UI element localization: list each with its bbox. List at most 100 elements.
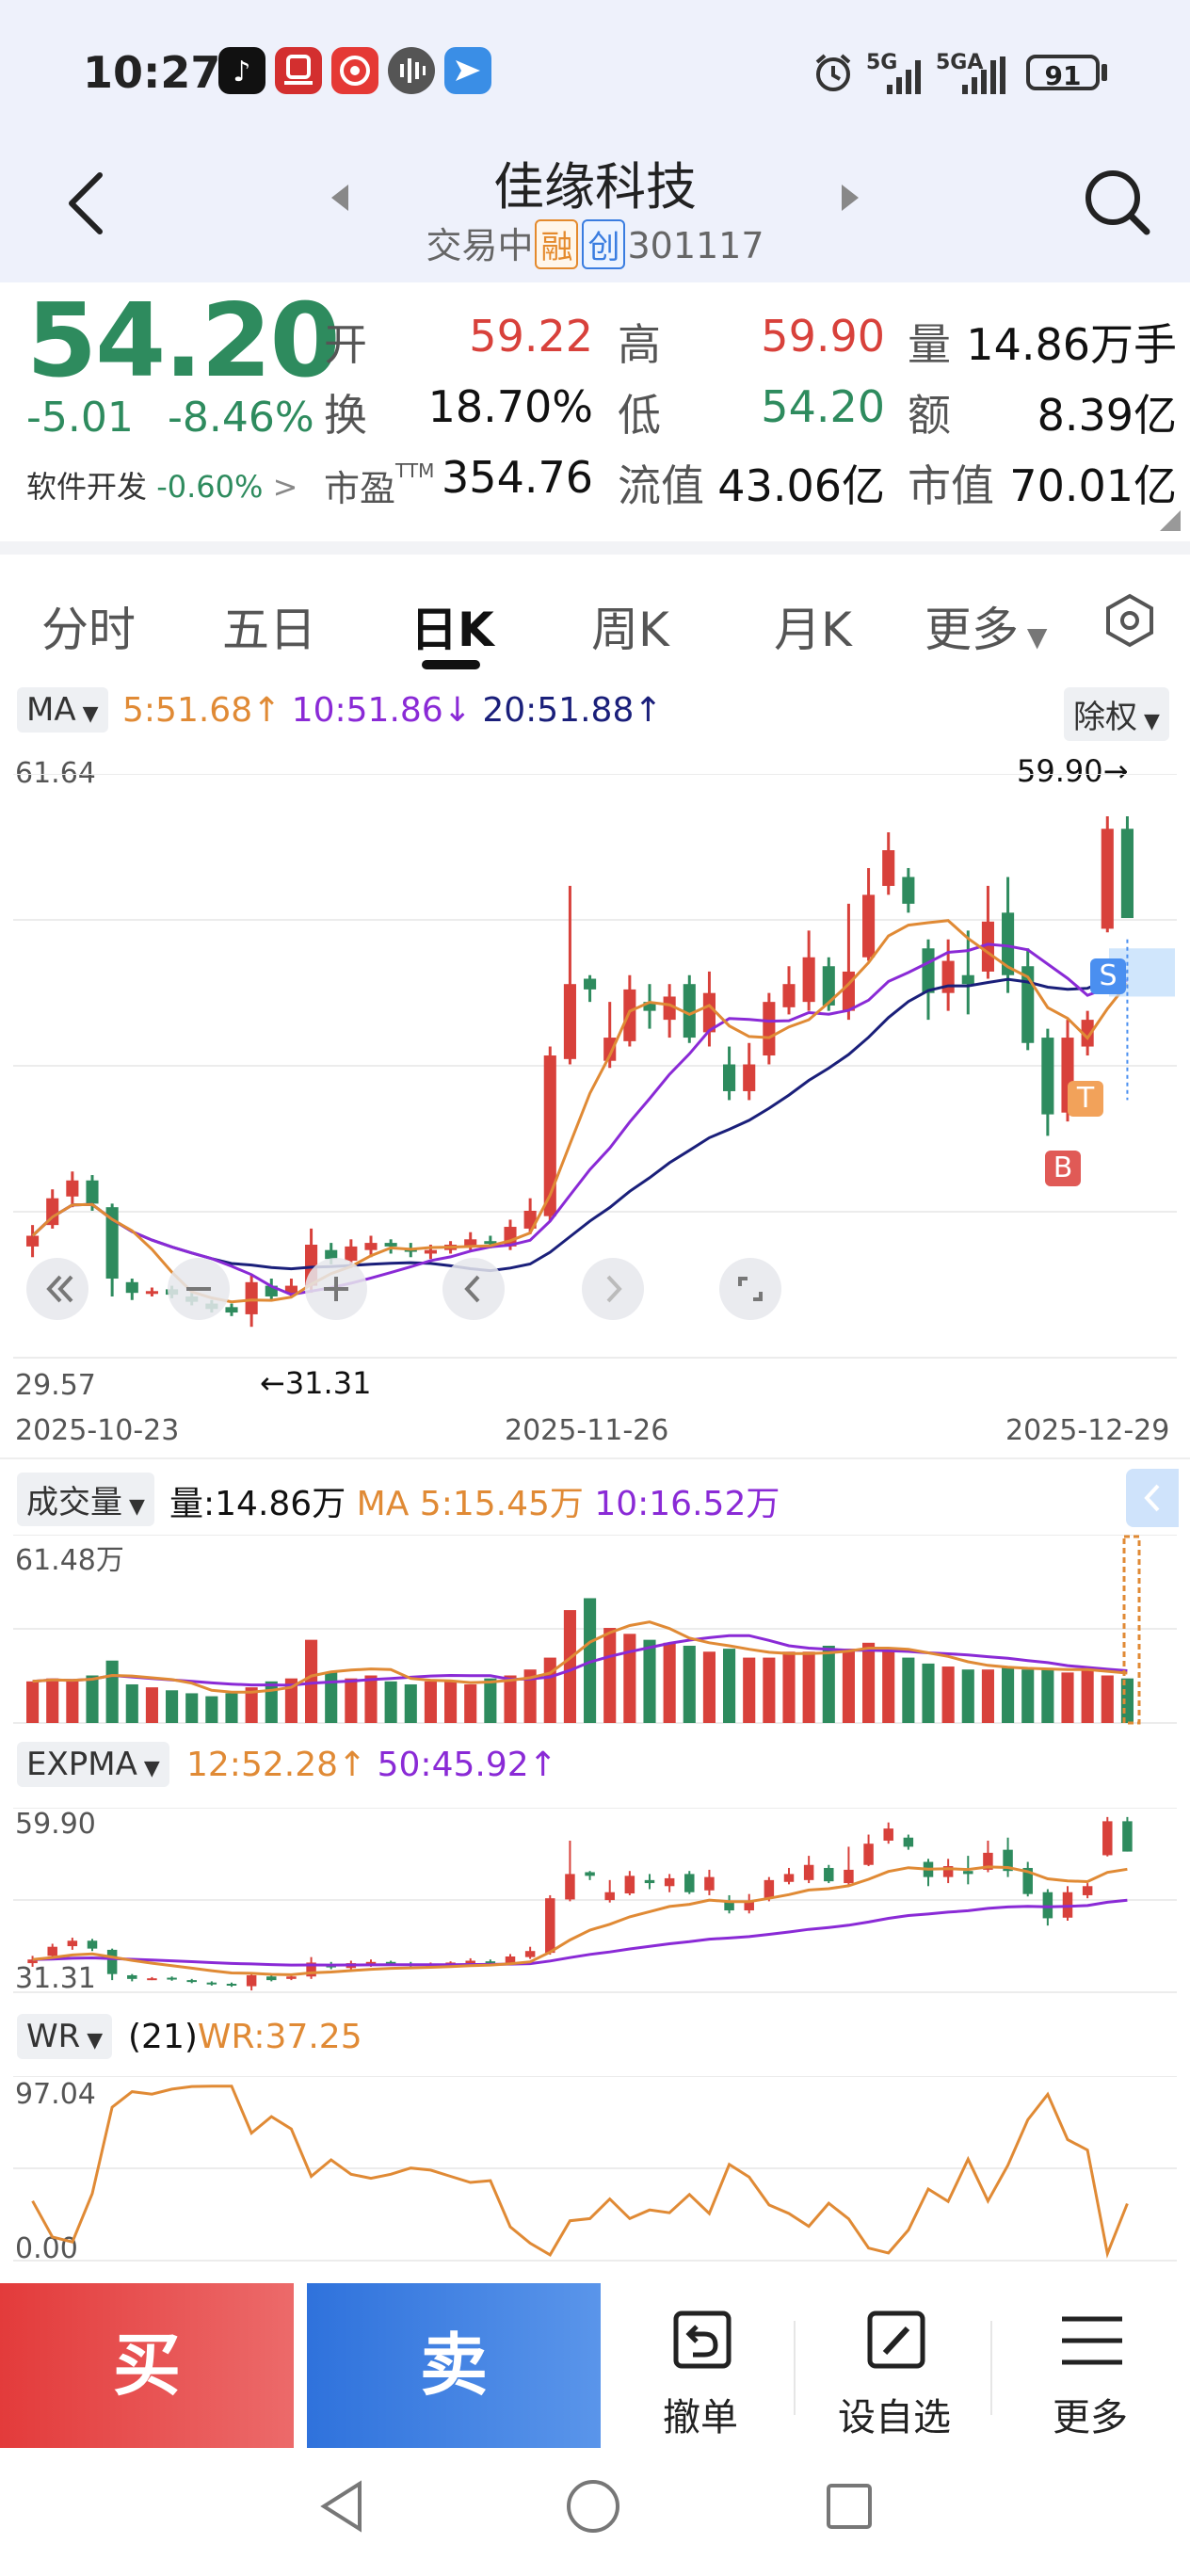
scroll-right-icon[interactable] [582,1258,644,1320]
ma-legend: 5:51.68↑ 10:51.86↓ 20:51.88↑ [122,691,663,730]
expma-candle-body [624,1876,635,1894]
sell-button[interactable]: 卖 [307,2283,601,2448]
candle-body [464,1239,477,1247]
pe-label-text: 市盈 [324,468,396,509]
marker-t[interactable]: T [1068,1081,1103,1117]
volume-ma10-line [32,1634,1128,1687]
volume-bar [325,1672,338,1723]
ma5-arrow: ↑ [252,691,281,730]
volume-bar [623,1634,636,1723]
expma-candle-body [724,1901,734,1911]
expma-candle-body [505,1956,516,1964]
wr-period: (21) [128,2018,198,2056]
mcap-value: 70.01亿 [1009,460,1177,511]
float-label: 流值 [618,460,704,511]
open-value: 59.22 [469,311,593,362]
wr-chart[interactable] [0,2076,1190,2274]
expma-12: 12:52.28 [186,1746,338,1784]
volume-bar [902,1657,915,1723]
candle-body [345,1246,358,1262]
volume-bar [225,1693,238,1723]
float-value: 43.06亿 [717,460,885,511]
wr-selector-label: WR [26,2018,81,2055]
cancel-order-label: 撤单 [663,2396,738,2439]
sector-link[interactable]: 软件开发 -0.60% > [26,463,298,507]
candle-body [145,1291,158,1295]
volume-bar [86,1675,99,1723]
ma10-line [31,942,1128,1296]
tab-five-day[interactable]: 五日 [222,603,316,657]
volume-legend: 量:14.86万 MA 5:15.45万 10:16.52万 [169,1476,780,1525]
expma-50-arrow: ↑ [528,1746,557,1784]
status-time: 10:27 [83,47,221,98]
next-stock-icon[interactable] [836,179,864,220]
wr-value: WR:37.25 [197,2018,362,2056]
expma-candle-body [844,1869,854,1884]
amount-value: 8.39亿 [1037,390,1177,441]
tab-monthly-k[interactable]: 月K [774,603,852,657]
scroll-left-icon[interactable] [442,1258,505,1320]
more-menu-button[interactable]: 更多 [996,2283,1184,2448]
volume-bar [284,1678,298,1723]
candle-body [643,1002,656,1011]
volume-bar [743,1657,756,1723]
wr-line [31,2085,1129,2259]
expma-candle-body [206,1982,217,1985]
candle-body [763,1002,776,1056]
signal-icon [885,55,928,100]
search-icon[interactable] [1079,164,1154,243]
nav-recents-icon[interactable] [819,2476,879,2540]
ma-selector-label: MA [26,691,76,729]
prev-stock-icon[interactable] [326,179,354,220]
tab-more[interactable]: 更多 ▼ [925,592,1047,660]
expma-candle-body [306,1962,316,1977]
date-mid: 2025-11-26 [505,1414,669,1447]
buy-button[interactable]: 买 [0,2283,294,2448]
expma-candle-body [963,1871,973,1875]
volume-selector[interactable]: 成交量 ▼ [17,1473,154,1526]
back-arrow-icon[interactable] [58,166,115,245]
nav-back-icon[interactable] [313,2476,373,2540]
volume-bar [484,1678,497,1723]
stock-code: 301117 [627,225,764,266]
candle-body [623,989,636,1041]
add-watchlist-button[interactable]: 设自选 [800,2283,989,2448]
ma20-arrow: ↑ [634,691,663,730]
expma-selector[interactable]: EXPMA ▼ [17,1742,169,1787]
tab-intraday[interactable]: 分时 [41,603,136,657]
expma-candle-body [764,1879,775,1899]
candle-body [1021,966,1035,1043]
collapse-panel-icon[interactable] [1126,1469,1179,1527]
wr-selector[interactable]: WR ▼ [17,2014,113,2059]
candle-body [105,1207,119,1280]
volume-ma5-line [32,1620,1128,1694]
cancel-order-button[interactable]: 撤单 [606,2283,795,2448]
marker-buy[interactable]: B [1045,1151,1081,1186]
volume-bar [185,1693,199,1723]
zoom-in-icon[interactable] [305,1258,367,1320]
volume-chart[interactable] [0,1535,1190,1732]
high-label: 高 [618,319,661,370]
nav-home-icon[interactable] [563,2476,623,2540]
candle-body [484,1241,497,1245]
adjust-label: 除权 [1073,699,1137,736]
tab-daily-k[interactable]: 日K [410,603,494,657]
fullscreen-icon[interactable] [719,1258,781,1320]
expand-corner-icon[interactable] [1160,510,1181,535]
volume-bar [265,1681,278,1723]
ma-selector[interactable]: MA ▼ [17,687,108,733]
marker-sell[interactable]: S [1090,958,1126,994]
tab-weekly-k[interactable]: 周K [591,603,669,657]
expma-candle-body [824,1867,834,1882]
adjust-selector[interactable]: 除权 ▼ [1064,687,1169,741]
expma-chart[interactable] [0,1808,1190,1996]
open-label: 开 [324,319,367,370]
expma-candle-body [27,1959,38,1964]
redpacket-app-icon [331,47,378,94]
zoom-out-icon[interactable] [168,1258,230,1320]
voice-app-icon [388,47,435,94]
volume-bar [464,1683,477,1723]
settings-hexagon-icon[interactable] [1102,592,1158,652]
amount-label: 额 [908,390,951,441]
scroll-left-fast-icon[interactable] [26,1258,88,1320]
